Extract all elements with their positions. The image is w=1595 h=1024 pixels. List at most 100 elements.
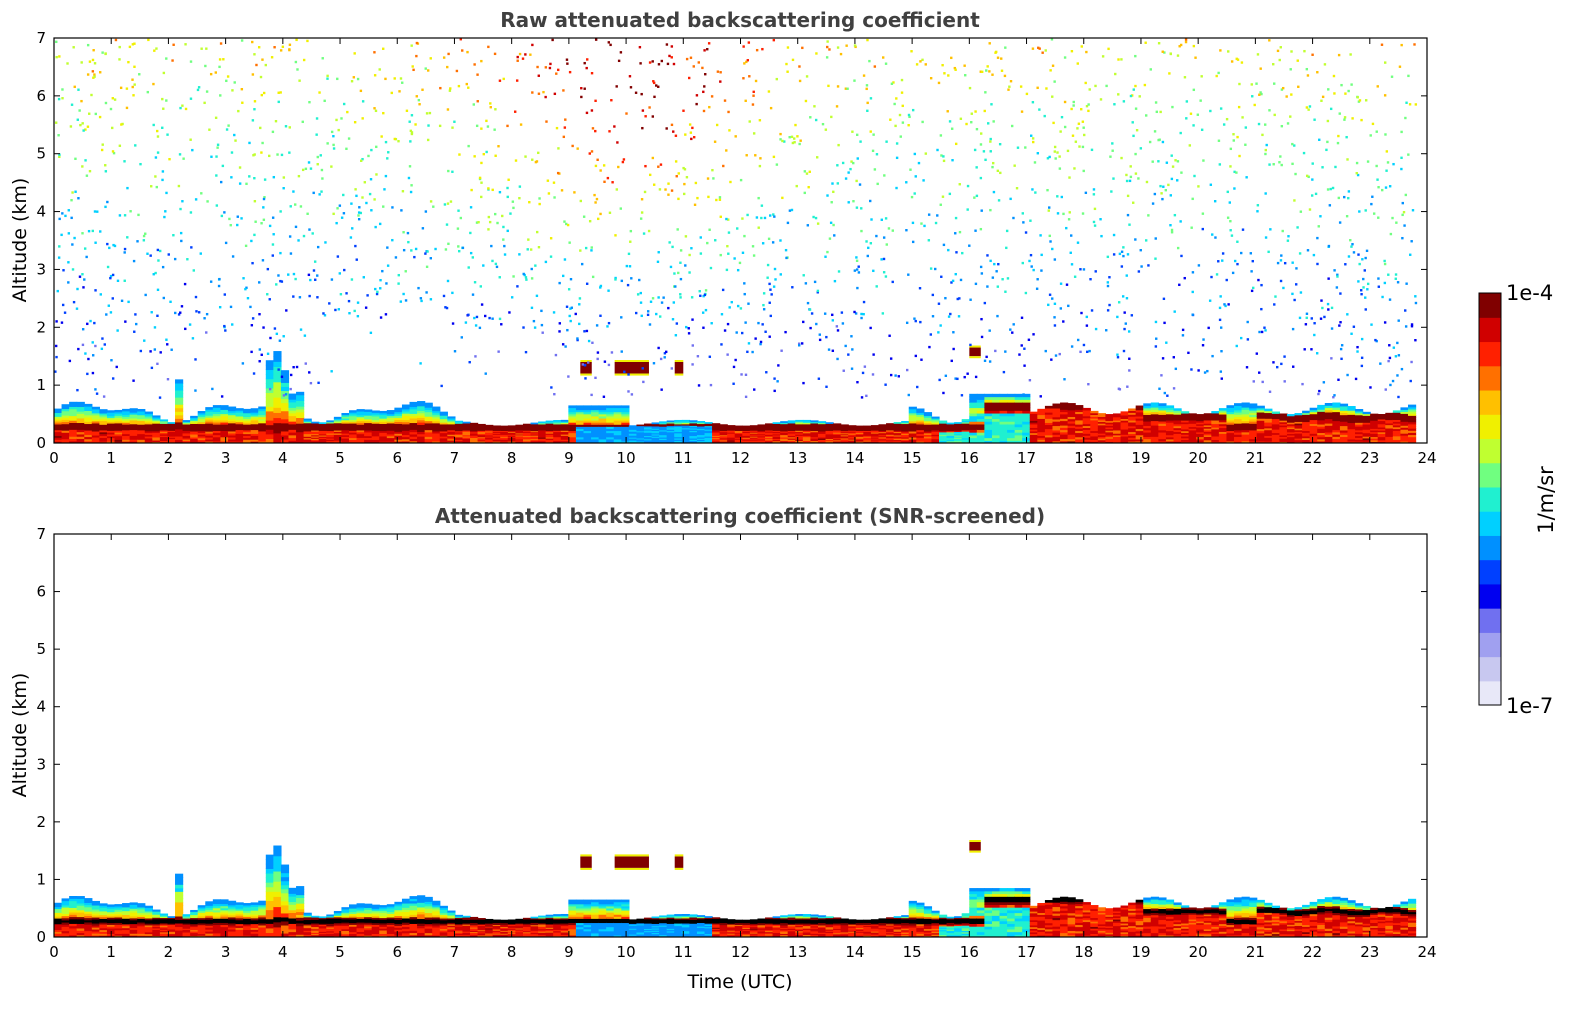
heatmap-cell	[568, 436, 577, 440]
heatmap-cell	[205, 413, 214, 416]
heatmap-cell	[719, 433, 728, 436]
heatmap-cell	[212, 405, 222, 408]
heatmap-cell	[197, 421, 206, 425]
heatmap-cell	[515, 424, 524, 427]
heatmap-cell	[1090, 430, 1099, 433]
heatmap-cell	[802, 431, 812, 434]
heatmap-cell	[991, 437, 1001, 441]
noise-cell	[1404, 309, 1407, 312]
heatmap-cell	[1067, 431, 1076, 435]
heatmap-cell	[681, 422, 690, 425]
noise-cell	[484, 314, 487, 318]
noise-cell	[836, 357, 839, 361]
noise-cell	[1336, 273, 1339, 277]
heatmap-cell	[1279, 428, 1288, 431]
noise-cell	[710, 95, 714, 98]
heatmap-cell	[999, 415, 1008, 420]
noise-cell	[615, 188, 619, 191]
heatmap-cell	[447, 416, 456, 419]
heatmap-cell	[1165, 432, 1175, 436]
noise-cell	[768, 335, 771, 338]
heatmap-cell	[288, 434, 297, 439]
heatmap-cell	[54, 423, 63, 427]
heatmap-cell	[265, 374, 274, 380]
heatmap-cell	[144, 430, 153, 434]
noise-cell	[1285, 95, 1288, 98]
noise-cell	[813, 105, 816, 108]
noise-cell	[548, 66, 552, 70]
heatmap-cell	[1007, 418, 1016, 422]
heatmap-cell	[288, 429, 297, 433]
noise-cell	[1134, 172, 1138, 175]
noise-cell	[1251, 95, 1254, 98]
heatmap-cell	[61, 404, 70, 407]
heatmap-cell	[886, 439, 895, 442]
heatmap-cell	[76, 408, 85, 412]
heatmap-cell	[1370, 436, 1379, 439]
heatmap-cell	[1339, 416, 1349, 420]
noise-cell	[568, 314, 571, 318]
noise-cell	[538, 197, 541, 200]
heatmap-cell	[1052, 416, 1061, 420]
heatmap-cell	[371, 426, 380, 430]
noise-cell	[958, 297, 961, 300]
heatmap-cell	[341, 438, 350, 441]
noise-cell	[1404, 193, 1408, 197]
heatmap-cell	[205, 427, 214, 430]
heatmap-cell	[1347, 432, 1356, 436]
heatmap-cell	[288, 421, 297, 425]
heatmap-cell	[893, 436, 902, 438]
heatmap-cell	[1165, 438, 1175, 442]
heatmap-cell	[1037, 441, 1046, 443]
heatmap-cell	[333, 418, 343, 421]
noise-cell	[1314, 192, 1318, 196]
noise-cell	[1044, 49, 1047, 52]
heatmap-cell	[1135, 424, 1144, 427]
heatmap-cell	[991, 426, 1001, 430]
heatmap-cell	[961, 420, 970, 423]
heatmap-cell	[651, 437, 660, 440]
heatmap-cell	[575, 440, 585, 443]
noise-cell	[889, 357, 893, 360]
noise-cell	[950, 281, 953, 284]
heatmap-cell	[318, 430, 327, 433]
heatmap-cell	[817, 433, 827, 436]
heatmap-cell	[1211, 427, 1220, 430]
heatmap-cell	[1309, 413, 1318, 417]
noise-cell	[211, 387, 214, 391]
heatmap-cell	[61, 421, 70, 425]
heatmap-cell	[1279, 431, 1288, 434]
noise-cell	[233, 81, 236, 84]
heatmap-cell	[1226, 407, 1235, 411]
heatmap-cell	[114, 428, 123, 431]
noise-cell	[86, 322, 89, 326]
noise-cell	[938, 378, 941, 382]
noise-cell	[315, 117, 319, 120]
heatmap-cell	[1090, 412, 1099, 416]
heatmap-cell	[1173, 416, 1182, 419]
heatmap-cell	[583, 413, 592, 417]
heatmap-cell	[984, 434, 993, 439]
heatmap-cell	[417, 415, 426, 418]
noise-cell	[100, 347, 104, 351]
heatmap-cell	[772, 426, 781, 429]
heatmap-cell	[855, 427, 864, 430]
heatmap-cell	[417, 440, 426, 443]
noise-cell	[1238, 154, 1241, 158]
heatmap-cell	[1211, 416, 1220, 419]
noise-cell	[415, 41, 419, 45]
heatmap-cell	[1105, 422, 1114, 425]
heatmap-cell	[424, 434, 433, 437]
heatmap-cell	[765, 425, 774, 428]
heatmap-cell	[1385, 414, 1394, 417]
noise-cell	[449, 200, 453, 203]
heatmap-cell	[802, 421, 812, 424]
heatmap-cell	[1075, 424, 1084, 427]
heatmap-cell	[326, 439, 335, 442]
heatmap-cell	[462, 440, 471, 443]
heatmap-cell	[296, 428, 305, 433]
heatmap-cell	[1377, 414, 1386, 417]
heatmap-cell	[500, 436, 509, 438]
heatmap-cell	[61, 430, 70, 433]
heatmap-cell	[417, 419, 426, 423]
